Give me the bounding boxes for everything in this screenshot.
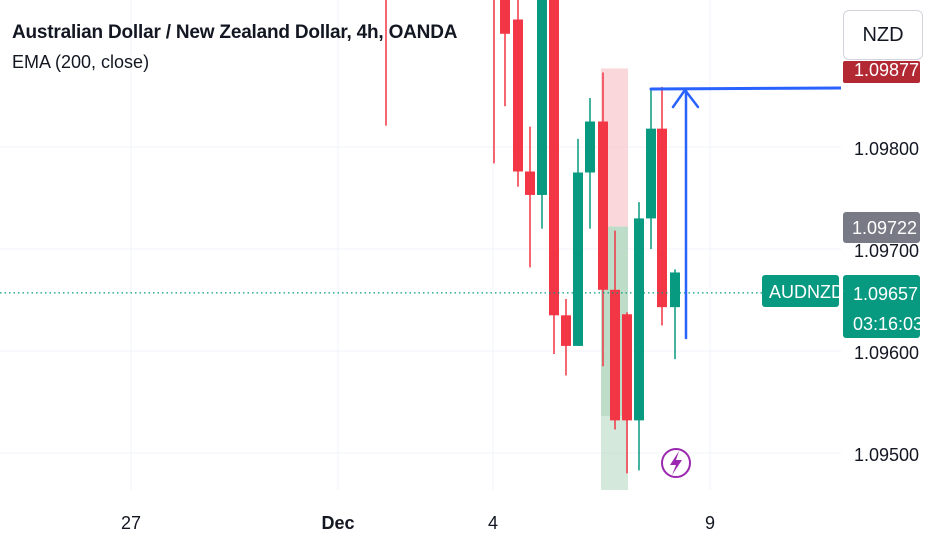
indicator-label[interactable]: EMA (200, close) bbox=[12, 52, 150, 72]
candle-16 bbox=[634, 202, 644, 471]
candle-body bbox=[549, 0, 559, 316]
crosshair-price-label: 1.09722 bbox=[852, 218, 917, 238]
last-price-label: 1.09657 bbox=[853, 284, 918, 304]
candle-19 bbox=[670, 269, 680, 360]
candle-body bbox=[561, 315, 571, 346]
candle-body bbox=[634, 218, 644, 421]
time-label-4: 4 bbox=[488, 513, 498, 533]
price-tick-1.09800: 1.09800 bbox=[854, 139, 919, 159]
candle-9 bbox=[549, 0, 559, 355]
candle-body bbox=[537, 0, 547, 195]
time-label-dec: Dec bbox=[321, 513, 354, 533]
candle-2 bbox=[385, 0, 387, 126]
candle-5 bbox=[500, 0, 510, 107]
top-price-tag-label: 1.09877 bbox=[854, 60, 919, 80]
price-tick-1.09500: 1.09500 bbox=[854, 445, 919, 465]
price-scale[interactable]: 1.09800 1.09700 1.09600 1.09500 1.09877 … bbox=[841, 0, 932, 500]
candle-12 bbox=[585, 98, 595, 229]
lightning-icon[interactable] bbox=[661, 448, 691, 478]
time-scale[interactable]: 27 Dec 4 9 bbox=[0, 490, 932, 550]
candle-body bbox=[500, 0, 510, 34]
candle-13 bbox=[598, 72, 608, 367]
candle-body bbox=[657, 128, 667, 308]
candle-body bbox=[598, 121, 608, 290]
price-tick-1.09700: 1.09700 bbox=[854, 241, 919, 261]
candle-15 bbox=[622, 312, 632, 474]
candle-body bbox=[525, 171, 535, 195]
crosshair-price-tag: 1.09722 bbox=[843, 212, 920, 243]
candle-11 bbox=[573, 138, 583, 346]
candle-body bbox=[646, 128, 656, 219]
candle-6 bbox=[513, 0, 523, 187]
chart-legend: Australian Dollar / New Zealand Dollar, … bbox=[12, 22, 457, 73]
candle-10 bbox=[561, 298, 571, 376]
countdown-label: 03:16:03 bbox=[853, 314, 923, 334]
price-tick-1.09600: 1.09600 bbox=[854, 343, 919, 363]
symbol-tag-label: AUDNZD bbox=[769, 282, 844, 302]
symbol-title: Australian Dollar / New Zealand Dollar, … bbox=[12, 22, 458, 43]
top-price-tag: 1.09877 bbox=[843, 60, 920, 83]
up-arrow-head[interactable] bbox=[671, 88, 700, 109]
candle-8 bbox=[537, 0, 547, 229]
currency-button[interactable]: NZD bbox=[843, 10, 923, 60]
candle-body bbox=[585, 121, 595, 173]
candlesticks bbox=[385, 0, 680, 474]
symbol-tag: AUDNZD bbox=[762, 275, 844, 307]
candle-body bbox=[573, 172, 583, 346]
candle-body bbox=[670, 272, 680, 308]
candle-body bbox=[513, 19, 523, 172]
candle-14 bbox=[610, 230, 620, 430]
candle-17 bbox=[646, 88, 656, 249]
candle-body bbox=[610, 289, 620, 421]
resistance-line[interactable] bbox=[649, 86, 843, 91]
grid-lines bbox=[0, 0, 841, 490]
candle-4 bbox=[493, 0, 495, 164]
time-label-27: 27 bbox=[121, 513, 141, 533]
last-price-tag: 1.09657 03:16:03 bbox=[843, 275, 923, 338]
candle-body bbox=[622, 314, 632, 421]
time-label-9: 9 bbox=[705, 513, 715, 533]
candle-18 bbox=[657, 86, 667, 326]
user-drawings[interactable] bbox=[649, 86, 843, 340]
candle-7 bbox=[525, 126, 535, 268]
